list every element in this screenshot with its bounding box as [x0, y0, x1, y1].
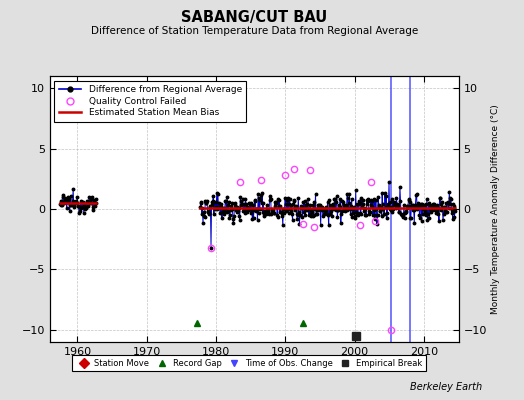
Legend: Station Move, Record Gap, Time of Obs. Change, Empirical Break: Station Move, Record Gap, Time of Obs. C… — [72, 355, 426, 371]
Text: Difference of Station Temperature Data from Regional Average: Difference of Station Temperature Data f… — [91, 26, 418, 36]
Legend: Difference from Regional Average, Quality Control Failed, Estimated Station Mean: Difference from Regional Average, Qualit… — [54, 80, 246, 122]
Text: Berkeley Earth: Berkeley Earth — [410, 382, 482, 392]
Y-axis label: Monthly Temperature Anomaly Difference (°C): Monthly Temperature Anomaly Difference (… — [491, 104, 500, 314]
Text: SABANG/CUT BAU: SABANG/CUT BAU — [181, 10, 328, 25]
